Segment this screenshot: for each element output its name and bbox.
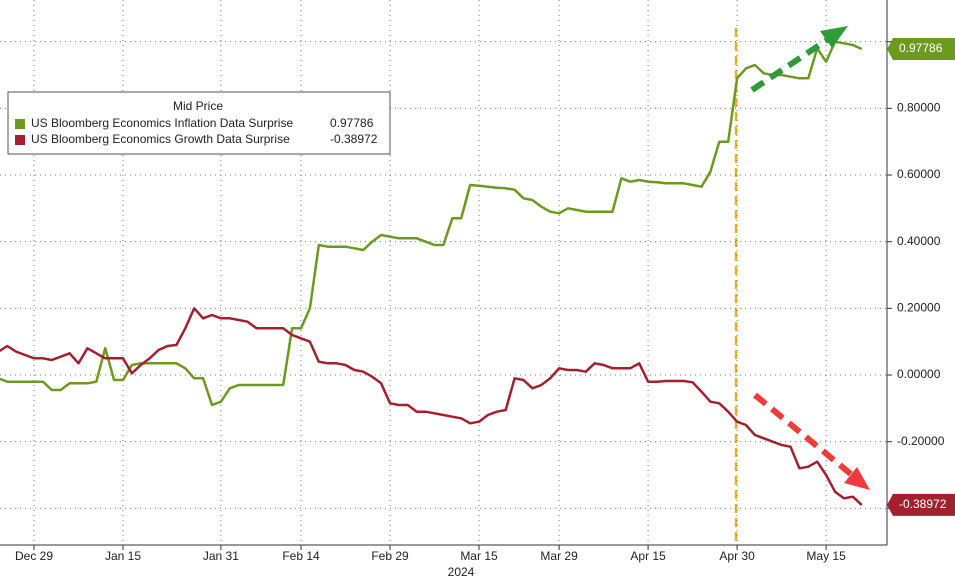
down-arrow xyxy=(753,392,854,478)
legend xyxy=(7,91,391,155)
legend-entries: US Bloomberg Economics Inflation Data Su… xyxy=(15,116,378,146)
value-tag-label: 0.97786 xyxy=(899,41,943,55)
up-arrow xyxy=(750,35,832,93)
x-tick-label: Feb 14 xyxy=(282,549,320,563)
x-tick-label: Mar 29 xyxy=(540,549,578,563)
value-tag-label: -0.38972 xyxy=(899,497,947,511)
plot-area xyxy=(0,0,887,545)
trend-arrows xyxy=(750,26,870,490)
x-tick-label: Feb 29 xyxy=(371,549,409,563)
y-tick-label: 0.20000 xyxy=(897,301,941,315)
legend-title: Mid Price xyxy=(173,99,223,113)
year-label: 2024 xyxy=(448,565,475,579)
legend-value: 0.97786 xyxy=(330,116,374,130)
x-tick-label: Apr 30 xyxy=(719,549,755,563)
y-tick-label: 0.00000 xyxy=(897,367,941,381)
legend-label: US Bloomberg Economics Inflation Data Su… xyxy=(31,116,293,130)
value-tag xyxy=(887,493,955,516)
x-tick-label: Jan 31 xyxy=(203,549,239,563)
x-tick-label: Apr 15 xyxy=(630,549,666,563)
series-line xyxy=(0,307,863,506)
y-tick-label: 0.80000 xyxy=(897,101,941,115)
legend-value: -0.38972 xyxy=(330,132,378,146)
legend-swatch xyxy=(15,119,25,129)
x-tick-label: Dec 29 xyxy=(15,549,53,563)
x-tick-label: Jan 15 xyxy=(105,549,141,563)
up-arrow-head xyxy=(820,26,848,48)
x-tick-label: Mar 15 xyxy=(460,549,498,563)
y-tick-label: -0.20000 xyxy=(897,434,945,448)
legend-label: US Bloomberg Economics Growth Data Surpr… xyxy=(31,132,290,146)
down-arrow-head xyxy=(844,467,870,490)
y-tick-label: 0.60000 xyxy=(897,167,941,181)
value-tag xyxy=(887,38,955,61)
legend-swatch xyxy=(15,135,25,145)
x-tick-label: May 15 xyxy=(806,549,846,563)
y-tick-label: 0.40000 xyxy=(897,234,941,248)
